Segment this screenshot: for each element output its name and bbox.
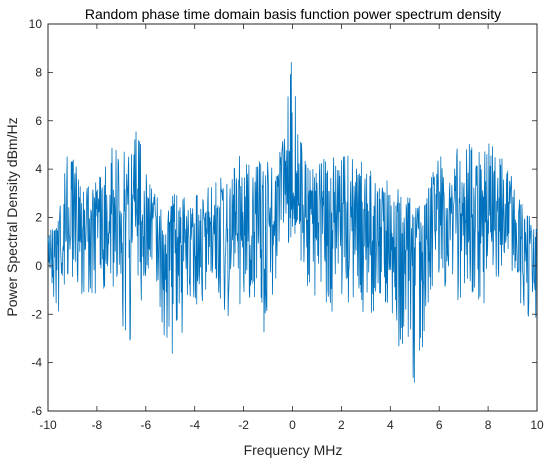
- x-tick-label: 8: [485, 418, 492, 432]
- y-tick-label: 8: [35, 65, 42, 79]
- series-line: [47, 61, 538, 383]
- x-tick-label: 10: [530, 418, 544, 432]
- x-tick-label: -4: [189, 418, 200, 432]
- y-tick-label: -4: [31, 356, 42, 370]
- x-tick-label: 0: [289, 418, 296, 432]
- y-tick-label: 0: [35, 259, 42, 273]
- plot-area: -10 -8 -6 -4 -2 0 2 4 6 8 10 -6 -4 -2 0 2 4 6 8 10: [29, 17, 544, 432]
- y-axis-ticks: -6 -4 -2 0 2 4 6 8 10: [29, 17, 537, 418]
- y-tick-label: 2: [35, 211, 42, 225]
- y-tick-label: 4: [35, 162, 42, 176]
- x-tick-label: 6: [436, 418, 443, 432]
- x-axis-ticks: -10 -8 -6 -4 -2 0 2 4 6 8 10: [39, 24, 544, 432]
- y-axis-label: Power Spectral Density dBm/Hz: [4, 117, 20, 316]
- x-tick-label: -10: [39, 418, 57, 432]
- chart-title: Random phase time domain basis function …: [85, 6, 501, 22]
- y-tick-label: -2: [31, 307, 42, 321]
- y-tick-label: -6: [31, 404, 42, 418]
- y-tick-label: 6: [35, 114, 42, 128]
- x-axis-label: Frequency MHz: [244, 442, 343, 458]
- x-tick-label: 4: [387, 418, 394, 432]
- x-tick-label: -2: [238, 418, 249, 432]
- x-tick-label: -6: [140, 418, 151, 432]
- x-tick-label: 2: [338, 418, 345, 432]
- x-tick-label: -8: [92, 418, 103, 432]
- y-tick-label: 10: [29, 17, 43, 31]
